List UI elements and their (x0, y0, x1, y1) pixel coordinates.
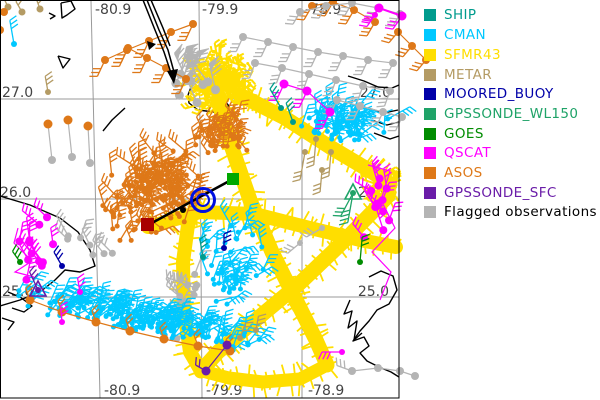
obs-cluster-qscat-right (352, 155, 404, 242)
next-position-marker (227, 173, 239, 185)
obs-cluster-qscat-left (15, 197, 59, 284)
obs-cluster-asos-core (97, 118, 212, 243)
legend-item-sfmr43: SFMR43 (424, 45, 597, 65)
storm-center-outer-ring (190, 187, 216, 213)
legend-item-gpssonde-wl150: GPSSONDE_WL150 (424, 104, 597, 124)
legend-item-cman: CMAN (424, 25, 597, 45)
legend-item-goes: GOES (424, 124, 597, 144)
legend-swatch (424, 29, 436, 42)
legend-item-asos: ASOS (424, 163, 597, 183)
storm-track (141, 173, 239, 231)
grid-label: 26.0 (0, 185, 31, 201)
obs-chain (284, 0, 404, 27)
obs-chain (381, 28, 430, 72)
legend-swatch (424, 147, 436, 160)
grid-label: -78.9 (308, 383, 344, 399)
map-frame (0, 0, 400, 399)
obs-chain (367, 164, 396, 301)
observation-chains-layer (13, 0, 430, 380)
single-observations-layer (0, 0, 378, 374)
legend-swatch (424, 48, 436, 61)
legend-label: ASOS (444, 164, 483, 181)
legend-item-flagged-observations: Flagged observations (424, 202, 597, 222)
legend-swatch (424, 127, 436, 140)
past-position-marker (141, 218, 154, 231)
obs-chain (335, 357, 419, 380)
grid-label: 27.0 (2, 85, 33, 101)
legend-swatch (424, 206, 436, 219)
obs-cluster-cman-center (198, 199, 279, 307)
legend-item-qscat: QSCAT (424, 143, 597, 163)
legend-item-metar: METAR (424, 65, 597, 85)
obs-cluster-asos-upper (190, 98, 252, 156)
grid-label: -79.9 (202, 2, 238, 18)
legend-label: Flagged observations (444, 204, 597, 221)
observation-clusters-layer (15, 38, 417, 353)
grid-label: 25.0 (358, 284, 389, 300)
legend-swatch (424, 186, 436, 199)
legend-label: GOES (444, 125, 484, 142)
obs-chain (25, 282, 235, 356)
legend-swatch (424, 9, 436, 22)
legend-label: CMAN (444, 27, 487, 44)
map-canvas: -80.9-79.9-78.9-80.9-79.9-78.927.026.025… (0, 0, 430, 399)
obs-cluster-flagged-pennants (171, 43, 223, 107)
grid-label: -79.9 (206, 383, 242, 399)
legend: SHIP CMAN SFMR43 METAR MOORED_BUOY GPSSONDE_W… (424, 6, 597, 223)
obs-chain (241, 59, 394, 108)
legend-label: QSCAT (444, 145, 492, 162)
obs-chain (228, 33, 397, 79)
obs-chain (13, 227, 35, 278)
grid-label: -80.9 (104, 383, 140, 399)
legend-swatch (424, 166, 436, 179)
incoming-track-arrow (142, 0, 178, 84)
legend-label: METAR (444, 66, 492, 83)
legend-label: GPSSONDE_WL150 (444, 105, 579, 122)
legend-swatch (424, 68, 436, 81)
legend-swatch (424, 107, 436, 120)
legend-item-moored-buoy: MOORED_BUOY (424, 84, 597, 104)
track-mid-marker (180, 207, 186, 213)
legend-item-gpssonde-sfc: GPSSONDE_SFC (424, 183, 597, 203)
storm-center-inner-ring (196, 193, 210, 207)
legend-swatch (424, 88, 436, 101)
frame-layer (0, 0, 400, 399)
obs-cluster-flagged-keys (54, 208, 116, 259)
grid-label: -80.9 (95, 2, 131, 18)
obs-chain (361, 3, 407, 30)
legend-label: SHIP (444, 7, 477, 24)
legend-label: SFMR43 (444, 46, 501, 63)
obs-chain (268, 79, 335, 129)
arrowhead (167, 69, 178, 84)
legend-label: GPSSONDE_SFC (444, 184, 557, 201)
legend-label: MOORED_BUOY (444, 86, 554, 103)
legend-item-ship: SHIP (424, 6, 597, 26)
